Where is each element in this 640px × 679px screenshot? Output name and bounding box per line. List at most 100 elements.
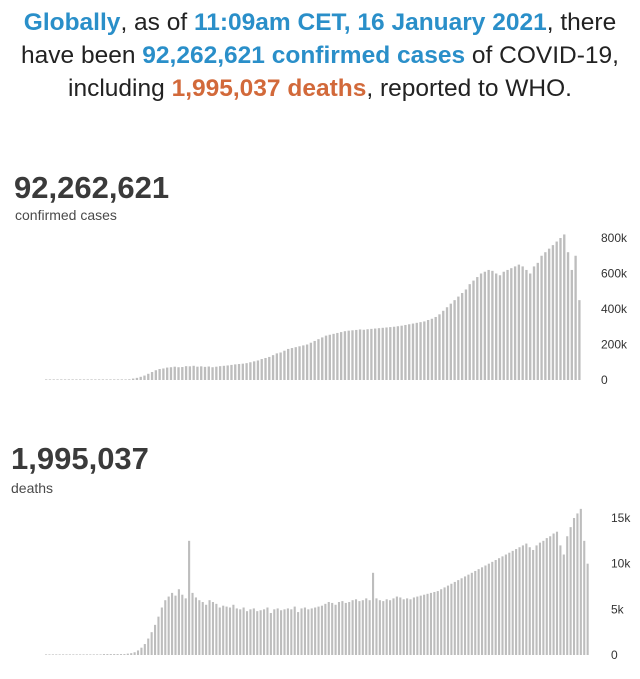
cases-bar: [521, 266, 524, 380]
deaths-bar: [576, 513, 579, 655]
deaths-bar: [154, 624, 157, 655]
reported-text: , reported to WHO.: [366, 75, 572, 102]
cases-bar: [547, 248, 551, 380]
deaths-bar: [307, 609, 310, 655]
deaths-bar: [245, 611, 249, 655]
cases-bar: [385, 327, 388, 380]
deaths-bar: [65, 654, 68, 655]
deaths-bar: [375, 598, 378, 655]
deaths-bar: [334, 604, 337, 655]
deaths-bar: [361, 600, 364, 655]
deaths-bar: [116, 654, 119, 655]
deaths-bar: [463, 576, 467, 655]
deaths-bar: [82, 654, 85, 655]
deaths-bar: [354, 599, 358, 655]
cases-bar: [544, 252, 547, 380]
deaths-bar: [457, 580, 460, 655]
deaths-bar: [150, 632, 153, 655]
cases-bar: [366, 329, 369, 380]
cases-bar: [181, 367, 184, 380]
deaths-bar: [225, 606, 228, 655]
deaths-bar: [276, 608, 279, 655]
cases-bar: [408, 324, 411, 380]
deaths-bar: [51, 654, 54, 655]
cases-bar: [97, 379, 101, 380]
deaths-bar: [218, 607, 221, 655]
cases-bar: [457, 296, 460, 380]
cases-bar: [222, 365, 226, 380]
deaths-y-tick-label: 0: [611, 648, 618, 662]
deaths-label: deaths: [11, 480, 54, 496]
deaths-bar: [389, 600, 392, 655]
deaths-bar: [106, 654, 109, 655]
cases-bar: [252, 361, 256, 380]
deaths-bar: [372, 572, 375, 655]
deaths-bar: [532, 549, 535, 655]
cases-bar: [476, 277, 479, 380]
deaths-bar: [392, 598, 395, 655]
deaths-bar: [55, 654, 58, 655]
deaths-y-tick-label: 5k: [611, 602, 625, 616]
cases-bar: [513, 266, 517, 380]
cases-bar: [135, 377, 139, 380]
deaths-bar: [474, 570, 477, 655]
deaths-bar: [249, 609, 252, 655]
cases-y-tick-label: 200k: [601, 338, 628, 352]
cases-bar: [460, 293, 464, 380]
cases-bar: [158, 369, 161, 380]
deaths-bar: [174, 595, 177, 655]
cases-bar: [392, 326, 396, 380]
deaths-bar: [259, 610, 262, 655]
cases-y-tick-label: 800k: [601, 231, 628, 245]
cases-bar: [188, 366, 192, 380]
globally-link[interactable]: Globally: [23, 9, 121, 36]
deaths-bar: [385, 599, 388, 655]
cases-bar: [343, 331, 347, 380]
deaths-bar: [92, 654, 95, 655]
report-datetime: 11:09am CET, 16 January 2021: [193, 9, 547, 36]
cases-bar: [355, 329, 358, 380]
cases-bar: [381, 327, 384, 380]
deaths-bar: [416, 596, 419, 655]
headline: Globally, as of 11:09am CET, 16 January …: [0, 6, 640, 105]
cases-chart: 0 200k 400k 600k 800k: [45, 231, 628, 387]
cases-bar: [63, 379, 67, 380]
cases-bar: [52, 379, 55, 380]
cases-bar: [90, 379, 93, 380]
cases-bar: [536, 262, 539, 380]
deaths-bar: [269, 612, 272, 655]
cases-bar: [169, 367, 173, 380]
cases-bar: [56, 379, 59, 380]
deaths-bar: [498, 558, 501, 655]
cases-bar: [86, 379, 89, 380]
cases-bar: [283, 350, 286, 380]
cases-bar: [279, 352, 282, 380]
cases-bar: [449, 303, 452, 380]
cases-bar: [207, 366, 210, 380]
deaths-bar: [429, 592, 433, 655]
cases-bar: [124, 379, 127, 380]
cases-bar: [139, 376, 142, 380]
deaths-y-tick-label: 15k: [611, 511, 631, 525]
deaths-bar: [331, 602, 334, 655]
cases-bar: [75, 379, 78, 380]
cases-bar: [487, 269, 490, 380]
cases-bar: [305, 344, 309, 380]
cases-bar: [423, 321, 426, 380]
deaths-bar: [409, 599, 412, 655]
cases-bar: [438, 314, 441, 380]
deaths-bar: [337, 602, 341, 655]
deaths-bar: [109, 654, 112, 655]
cases-bar: [271, 355, 275, 380]
cases-bar: [234, 364, 237, 380]
cases-bar: [82, 379, 86, 380]
cases-bar: [211, 367, 214, 380]
cases-bar: [287, 348, 290, 380]
cases-bar: [294, 347, 297, 380]
deaths-bar: [242, 607, 245, 655]
deaths-bar: [436, 591, 439, 655]
deaths-bar: [406, 598, 409, 655]
cases-bar: [268, 356, 271, 380]
cases-bar: [309, 342, 313, 380]
deaths-bar: [208, 600, 211, 655]
